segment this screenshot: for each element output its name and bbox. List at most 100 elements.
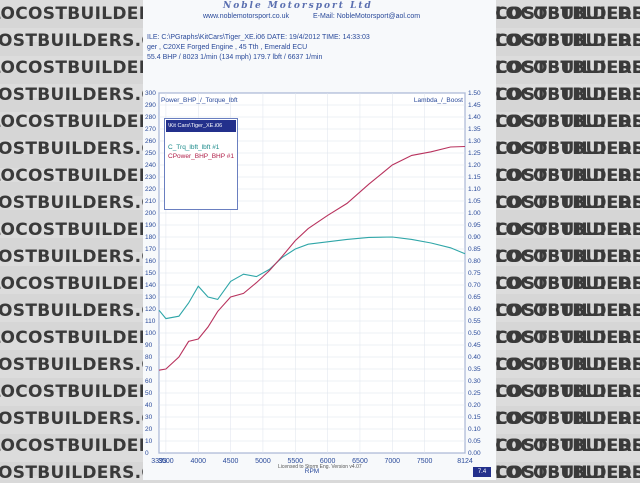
email-text: E-Mail: NobleMotorsport@aol.com bbox=[313, 13, 421, 20]
y-tick-label: 210 bbox=[145, 198, 156, 205]
legend-entry-torque: C_Trq_lbft_lbft #1 bbox=[168, 144, 220, 151]
chart-legend: \Kit Cars\Tiger_XE.i06 C_Trq_lbft_lbft #… bbox=[164, 118, 238, 210]
watermark-text: LOCOSTBUILDERS.CO.UK bbox=[470, 58, 640, 78]
y-tick-label: 260 bbox=[145, 138, 156, 145]
y2-tick-label: 0.10 bbox=[468, 426, 481, 433]
y2-tick-label: 0.45 bbox=[468, 342, 481, 349]
version-badge: 7.4 bbox=[473, 467, 491, 477]
watermark-text: LOCOSTBUILDERS.CO.UK bbox=[495, 220, 640, 240]
watermark-text: LOCOSTBUILDERS.CO.UK bbox=[470, 112, 640, 132]
y-tick-label: 110 bbox=[145, 318, 156, 325]
dyno-sheet: Noble Motorsport Ltd www.noblemotorsport… bbox=[143, 0, 496, 480]
watermark-text: LOCOSTBUILDERS.CO.UK bbox=[495, 247, 640, 267]
watermark-text: LOCOSTBUILDERS.CO.UK bbox=[495, 85, 640, 105]
y-tick-label: 220 bbox=[145, 186, 156, 193]
y2-axis-label: Lambda_/_Boost bbox=[414, 97, 463, 104]
y2-tick-label: 1.05 bbox=[468, 198, 481, 205]
y-axis-label: Power_BHP_/_Torque_lbft bbox=[161, 97, 238, 104]
y2-tick-label: 0.00 bbox=[468, 450, 481, 457]
x-tick-label: 4000 bbox=[190, 458, 206, 465]
y-tick-label: 290 bbox=[145, 102, 156, 109]
license-note: Licensed to Storm Eng. Version v4.07 bbox=[278, 464, 362, 470]
watermark-text: LOCOSTBUILDERS.CO.UK bbox=[470, 409, 640, 429]
y-tick-label: 160 bbox=[145, 258, 156, 265]
x-tick-label: 6500 bbox=[352, 458, 368, 465]
watermark-text: LOCOSTBUILDERS.CO.UK bbox=[470, 328, 640, 348]
watermark-text: LOCOSTBUILDERS.CO.UK bbox=[495, 436, 640, 456]
y2-tick-label: 0.75 bbox=[468, 270, 481, 277]
y2-tick-label: 0.85 bbox=[468, 246, 481, 253]
x-tick-label: 3393 bbox=[151, 458, 167, 465]
watermark-text: LOCOSTBUILDERS.CO.UK bbox=[495, 463, 640, 483]
x-tick-label: 8124 bbox=[457, 458, 473, 465]
y-tick-label: 180 bbox=[145, 234, 156, 241]
y2-tick-label: 0.60 bbox=[468, 306, 481, 313]
y2-tick-label: 1.35 bbox=[468, 126, 481, 133]
watermark-text: LOCOSTBUILDERS.CO.UK bbox=[495, 193, 640, 213]
watermark-text: LOCOSTBUILDERS.CO.UK bbox=[470, 4, 640, 24]
company-name: Noble Motorsport Ltd bbox=[223, 1, 373, 11]
y-tick-label: 300 bbox=[145, 90, 156, 97]
y-tick-label: 0 bbox=[145, 450, 149, 457]
watermark-text: LOCOSTBUILDERS.CO.UK bbox=[470, 31, 640, 51]
y-tick-label: 40 bbox=[145, 402, 153, 409]
watermark-text: LOCOSTBUILDERS.CO.UK bbox=[470, 139, 640, 159]
y2-tick-label: 1.45 bbox=[468, 102, 481, 109]
y-tick-label: 150 bbox=[145, 270, 156, 277]
y-tick-label: 100 bbox=[145, 330, 156, 337]
x-tick-label: 6000 bbox=[320, 458, 336, 465]
x-tick-label: 7500 bbox=[417, 458, 433, 465]
x-tick-label: 7000 bbox=[385, 458, 401, 465]
y2-tick-label: 1.20 bbox=[468, 162, 481, 169]
watermark-text: LOCOSTBUILDERS.CO.UK bbox=[470, 274, 640, 294]
watermark-text: LOCOSTBUILDERS.CO.UK bbox=[470, 382, 640, 402]
y-tick-label: 190 bbox=[145, 222, 156, 229]
y2-tick-label: 1.25 bbox=[468, 150, 481, 157]
watermark-text: LOCOSTBUILDERS.CO.UK bbox=[470, 247, 640, 267]
y-tick-label: 10 bbox=[145, 438, 153, 445]
y-tick-label: 120 bbox=[145, 306, 156, 313]
y-tick-label: 20 bbox=[145, 426, 153, 433]
x-tick-label: 3500 bbox=[158, 458, 174, 465]
file-info: ILE: C:\PGraphs\KitCars\Tiger_XE.i06 DAT… bbox=[147, 34, 370, 41]
watermark-text: LOCOSTBUILDERS.CO.UK bbox=[470, 166, 640, 186]
watermark-text: LOCOSTBUILDERS.CO.UK bbox=[495, 4, 640, 24]
x-tick-label: 5500 bbox=[287, 458, 303, 465]
y2-tick-label: 0.15 bbox=[468, 414, 481, 421]
watermark-text: LOCOSTBUILDERS.CO.UK bbox=[495, 274, 640, 294]
y-tick-label: 270 bbox=[145, 126, 156, 133]
watermark-text: LOCOSTBUILDERS.CO.UK bbox=[470, 301, 640, 321]
y2-tick-label: 0.95 bbox=[468, 222, 481, 229]
y-tick-label: 230 bbox=[145, 174, 156, 181]
y2-tick-label: 1.00 bbox=[468, 210, 481, 217]
watermark-text: LOCOSTBUILDERS.CO.UK bbox=[470, 193, 640, 213]
y-tick-label: 250 bbox=[145, 150, 156, 157]
watermark-text: LOCOSTBUILDERS.CO.UK bbox=[495, 382, 640, 402]
y-tick-label: 70 bbox=[145, 366, 153, 373]
x-tick-label: 5000 bbox=[255, 458, 271, 465]
y-tick-label: 240 bbox=[145, 162, 156, 169]
y2-tick-label: 0.80 bbox=[468, 258, 481, 265]
watermark-text: LOCOSTBUILDERS.CO.UK bbox=[470, 355, 640, 375]
y-tick-label: 170 bbox=[145, 246, 156, 253]
website-text: www.noblemotorsport.co.uk bbox=[203, 13, 289, 20]
watermark-text: LOCOSTBUILDERS.CO.UK bbox=[495, 355, 640, 375]
watermark-text: LOCOSTBUILDERS.CO.UK bbox=[495, 31, 640, 51]
y-tick-label: 30 bbox=[145, 414, 153, 421]
y2-tick-label: 0.35 bbox=[468, 366, 481, 373]
y-tick-label: 50 bbox=[145, 390, 153, 397]
watermark-text: LOCOSTBUILDERS.CO.UK bbox=[495, 139, 640, 159]
legend-file-header: \Kit Cars\Tiger_XE.i06 bbox=[166, 120, 236, 132]
y2-tick-label: 0.40 bbox=[468, 354, 481, 361]
y2-tick-label: 0.90 bbox=[468, 234, 481, 241]
y-tick-label: 130 bbox=[145, 294, 156, 301]
y2-tick-label: 0.55 bbox=[468, 318, 481, 325]
y2-tick-label: 0.30 bbox=[468, 378, 481, 385]
watermark-text: LOCOSTBUILDERS.CO.UK bbox=[495, 328, 640, 348]
peak-info: 55.4 BHP / 8023 1/min (134 mph) 179.7 lb… bbox=[147, 54, 323, 61]
y2-tick-label: 0.65 bbox=[468, 294, 481, 301]
y2-tick-label: 1.40 bbox=[468, 114, 481, 121]
watermark-text: LOCOSTBUILDERS.CO.UK bbox=[470, 436, 640, 456]
y-tick-label: 90 bbox=[145, 342, 153, 349]
y-tick-label: 60 bbox=[145, 378, 153, 385]
